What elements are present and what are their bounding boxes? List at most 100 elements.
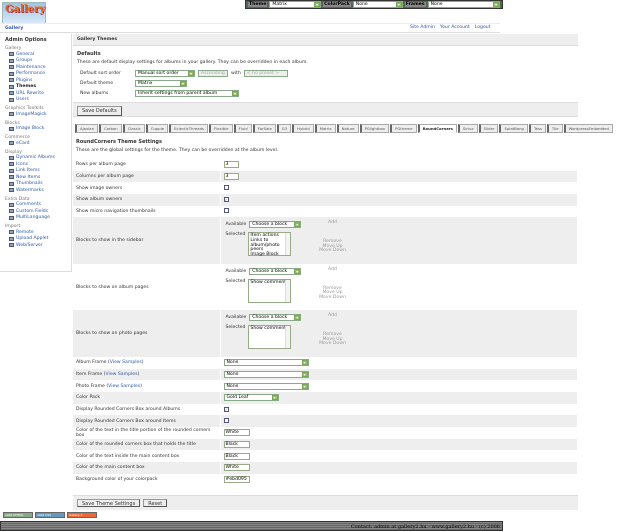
site-admin-link[interactable]: Site Admin [410, 25, 435, 30]
sidebar-item-web-server[interactable]: Web/Server [5, 242, 66, 249]
c1-input[interactable]: White [223, 429, 250, 437]
selected-block-item[interactable]: Show comments [250, 279, 289, 285]
tab-hybrid[interactable]: Hybrid [292, 124, 314, 133]
tab-fluid[interactable]: Fluid [233, 124, 252, 133]
xhtml-badge[interactable]: valid XHTML [3, 512, 33, 518]
album-owners-checkbox[interactable]: ✓ [223, 196, 229, 202]
sidebar-item-maintenance[interactable]: Maintenance [5, 64, 66, 71]
move-down-button[interactable]: Move Down [319, 341, 346, 347]
tab-g3[interactable]: G3 [276, 124, 292, 133]
tab-roundcorners[interactable]: RoundCorners [417, 124, 457, 133]
sidebar-item-users[interactable]: Users [5, 97, 66, 104]
album-blocks-list[interactable]: Show comments [248, 278, 292, 303]
tab-flexible[interactable]: Flexible [208, 124, 233, 133]
rows-value-input[interactable]: 3 [223, 161, 239, 169]
preset-select[interactable]: < no preset > [243, 69, 289, 77]
tab-carbon[interactable]: Carbon [99, 124, 122, 133]
reset-button[interactable]: Reset [143, 499, 168, 507]
move-down-button[interactable]: Move Down [319, 248, 346, 254]
add-block-button[interactable]: Add [328, 266, 337, 272]
tab-wordpressembedded[interactable]: WordpressEmbedded [563, 124, 613, 133]
colorpack-select[interactable]: Gold Leaf ▾ [223, 394, 279, 402]
c4-input[interactable]: White [223, 464, 250, 472]
choose-select[interactable]: Choose a block ▾ [249, 221, 302, 229]
sidebar-blocks-list[interactable]: Item actions Links to album/photo peers Im… [248, 232, 292, 257]
new-albums-select[interactable]: Inherit settings from parent album ▾ [135, 89, 239, 97]
sidebar-item-custom-fields[interactable]: Custom Fields [5, 208, 66, 215]
sidebar-item-upload-applet[interactable]: Upload Applet [5, 236, 66, 243]
sidebar-item-icons[interactable]: Icons [5, 161, 66, 168]
remove-block-button[interactable]: Remove [323, 332, 342, 338]
default-theme-select[interactable]: Matrix ▾ [135, 79, 187, 87]
selected-block-item[interactable]: Item actions [250, 233, 279, 239]
photo-frame-select[interactable]: None ▾ [223, 382, 309, 390]
gallery-badge[interactable]: Gallery 2 [67, 512, 97, 518]
sidebar-item-general[interactable]: General [5, 51, 66, 58]
album-frame-select[interactable]: None ▾ [223, 359, 309, 367]
sidebar-item-plugins[interactable]: Plugins [5, 77, 66, 84]
add-block-button[interactable]: Add [328, 220, 337, 226]
sort-order-select[interactable]: Manual sort order ▾ [135, 69, 195, 77]
sidebar-item-dynamic-albums[interactable]: Dynamic Albums [5, 155, 66, 162]
sidebar-item-groups[interactable]: Groups [5, 58, 66, 65]
selected-block-item[interactable]: Image Block [250, 251, 279, 257]
tab-forsale[interactable]: ForSale [252, 124, 276, 133]
move-down-button[interactable]: Move Down [319, 294, 346, 300]
c5-input[interactable]: #ebd095 [223, 476, 250, 484]
micro-checkbox[interactable] [223, 208, 229, 214]
view-samples-link[interactable]: View Samples [109, 360, 142, 366]
rc-albums-checkbox[interactable]: ✓ [223, 406, 229, 412]
tab-matrix[interactable]: Matrix [314, 124, 336, 133]
rc-items-checkbox[interactable] [223, 417, 229, 423]
photo-blocks-list[interactable]: Show comments [248, 325, 292, 350]
colorpack-select[interactable]: None ▾ [352, 1, 403, 8]
move-up-button[interactable]: Move Up [322, 336, 343, 342]
sort-direction-select[interactable]: Ascending [198, 69, 228, 77]
move-up-button[interactable]: Move Up [322, 290, 343, 296]
breadcrumb-gallery-link[interactable]: Gallery [5, 26, 24, 31]
logout-link[interactable]: Logout [474, 25, 491, 30]
sidebar-item-link-items[interactable]: Link Items [5, 168, 66, 175]
save-theme-settings-button[interactable]: Save Theme Settings [77, 499, 141, 507]
tab-tess[interactable]: Tess [528, 124, 546, 133]
tab-siriux[interactable]: Siriux [457, 124, 478, 133]
sidebar-item-imagemagick[interactable]: ImageMagick [5, 111, 66, 118]
selected-block-item[interactable]: Links to album/photo peers [250, 238, 280, 253]
your-account-link[interactable]: Your Account [439, 25, 470, 30]
save-defaults-button[interactable]: Save Defaults [77, 106, 122, 116]
sidebar-item-multilanguage[interactable]: MultiLanguage [5, 215, 66, 222]
view-samples-link[interactable]: View Samples [108, 383, 141, 389]
gallery-logo[interactable]: Gallery [2, 2, 46, 24]
sidebar-item-watermarks[interactable]: Watermarks [5, 187, 66, 194]
sidebar-item-new-items[interactable]: New Items [5, 174, 66, 181]
sidebar-item-image-block[interactable]: Image Block [5, 126, 66, 133]
sidebar-item-thumbnails[interactable]: Thumbnails [5, 181, 66, 188]
choose-select[interactable]: Choose a block ▾ [249, 267, 302, 275]
cols-value-input[interactable]: 3 [223, 173, 239, 181]
sidebar-item-remote[interactable]: Remote [5, 229, 66, 236]
theme-select[interactable]: Matrix ▾ [269, 1, 322, 8]
remove-block-button[interactable]: Remove [323, 239, 342, 245]
tab-ajaxian[interactable]: Ajaxian [75, 124, 99, 133]
tab-tile[interactable]: Tile [546, 124, 563, 133]
sidebar-item-performance[interactable]: Performance [5, 71, 66, 78]
tab-pglightbox[interactable]: PGlightbox [359, 124, 390, 133]
sidebar-item-ecard[interactable]: eCard [5, 140, 66, 147]
img-owners-checkbox[interactable] [223, 184, 229, 190]
tab-eclecticthreads[interactable]: EclecticThreads [169, 124, 208, 133]
sidebar-item-themes[interactable]: Themes [5, 84, 66, 91]
sidebar-item-comments[interactable]: Comments [5, 202, 66, 209]
selected-block-item[interactable]: Show comments [250, 326, 289, 332]
tab-cupple[interactable]: Cupple [145, 124, 169, 133]
view-samples-link[interactable]: View Samples [105, 371, 138, 377]
add-block-button[interactable]: Add [328, 313, 337, 319]
tab-slider[interactable]: Slider [478, 124, 499, 133]
move-up-button[interactable]: Move Up [322, 243, 343, 249]
c3-input[interactable]: Black [223, 452, 250, 460]
remove-block-button[interactable]: Remove [323, 285, 342, 291]
choose-select[interactable]: Choose a block ▾ [249, 314, 302, 322]
frames-select[interactable]: None ▾ [427, 1, 500, 8]
tab-splatbang[interactable]: SplatBang [499, 124, 528, 133]
c2-input[interactable]: Black [223, 441, 250, 449]
tab-nature[interactable]: Nature [336, 124, 359, 133]
